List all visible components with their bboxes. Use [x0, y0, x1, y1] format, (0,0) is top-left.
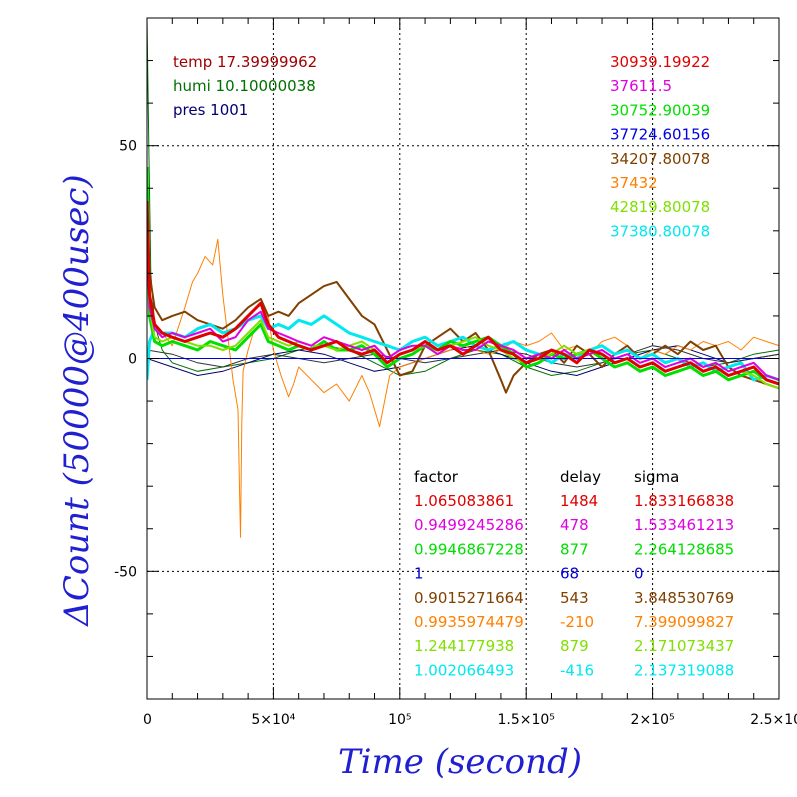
- series-line-2: [147, 166, 779, 386]
- legend-entry-7: 37380.80078: [610, 222, 710, 240]
- factor-header: factor: [414, 468, 459, 486]
- env-label-2: pres 1001: [173, 101, 248, 119]
- env-curve-2: [147, 345, 779, 368]
- factor-value-1: 0.9499245286: [414, 516, 524, 534]
- x-tick-label-3: 1.5×10⁵: [497, 712, 554, 728]
- sigma-value-7: 2.137319088: [634, 661, 734, 679]
- series-layer: [147, 18, 779, 538]
- legend-entry-3: 37724.60156: [610, 126, 710, 144]
- series-line-1: [147, 230, 779, 381]
- factor-value-2: 0.9946867228: [414, 540, 524, 558]
- legend: 30939.19922 37611.5 30752.90039 37724.60156…: [610, 53, 710, 240]
- factor-value-6: 1.244177938: [414, 637, 514, 655]
- factor-value-0: 1.065083861: [414, 492, 514, 510]
- x-tick-label-5: 2.5×10⁵: [750, 712, 797, 728]
- y-tick-label-1: 0: [128, 352, 137, 368]
- sigma-value-6: 2.171073437: [634, 637, 734, 655]
- sigma-value-5: 7.399099827: [634, 613, 734, 631]
- env-label-0: temp 17.39999962: [173, 53, 317, 71]
- delay-value-2: 877: [560, 540, 589, 558]
- factor-value-3: 1: [414, 565, 424, 583]
- series-line-0: [147, 200, 779, 386]
- parameter-table: factor delay sigma 1.065083861 1484 1.8331…: [414, 468, 734, 679]
- legend-entry-5: 37432: [610, 174, 658, 192]
- env-label-1: humi 10.10000038: [173, 77, 316, 95]
- environment-labels: temp 17.39999962 humi 10.10000038 pres 100…: [173, 53, 317, 119]
- tick-labels: 0 5×10⁴ 10⁵ 1.5×10⁵ 2×10⁵ 2.5×10⁵ 50 0 -50: [114, 139, 797, 728]
- x-tick-label-4: 2×10⁵: [631, 712, 675, 728]
- delay-value-0: 1484: [560, 492, 598, 510]
- env-curve-1: [147, 345, 779, 377]
- legend-entry-4: 34207.80078: [610, 150, 710, 168]
- factor-value-7: 1.002066493: [414, 661, 514, 679]
- sigma-value-2: 2.264128685: [634, 540, 734, 558]
- sigma-value-0: 1.833166838: [634, 492, 734, 510]
- delay-value-1: 478: [560, 516, 589, 534]
- delay-value-5: -210: [560, 613, 594, 631]
- factor-value-5: 0.9935974479: [414, 613, 524, 631]
- legend-entry-6: 42819.80078: [610, 198, 710, 216]
- x-tick-label-2: 10⁵: [388, 712, 411, 728]
- series-line-4: [147, 239, 779, 394]
- delay-value-7: -416: [560, 661, 594, 679]
- factor-value-4: 0.9015271664: [414, 589, 524, 607]
- y-tick-label-2: -50: [114, 564, 137, 580]
- legend-entry-0: 30939.19922: [610, 53, 710, 71]
- y-axis-title: ΔCount (50000@400usec): [57, 174, 97, 627]
- delay-value-6: 879: [560, 637, 589, 655]
- y-tick-label-0: 50: [119, 139, 137, 155]
- delay-value-3: 68: [560, 565, 579, 583]
- x-axis-title: Time (second): [338, 742, 582, 782]
- sigma-value-4: 3.848530769: [634, 589, 734, 607]
- sigma-value-3: 0: [634, 565, 644, 583]
- delay-header: delay: [560, 468, 601, 486]
- legend-entry-1: 37611.5: [610, 77, 672, 95]
- sigma-header: sigma: [634, 468, 679, 486]
- legend-entry-2: 30752.90039: [610, 101, 710, 119]
- x-tick-label-1: 5×10⁴: [251, 712, 295, 728]
- delay-value-4: 543: [560, 589, 589, 607]
- sigma-value-1: 1.533461213: [634, 516, 734, 534]
- ticks: [146, 17, 780, 700]
- x-tick-label-0: 0: [143, 712, 152, 728]
